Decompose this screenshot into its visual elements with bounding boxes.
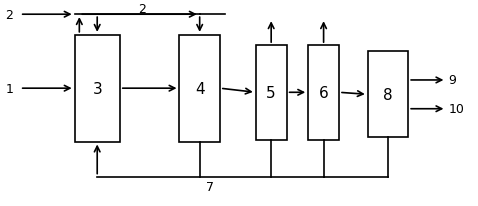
Text: 10: 10 <box>449 103 465 116</box>
Bar <box>256 46 287 140</box>
Text: 6: 6 <box>319 85 328 100</box>
Text: 5: 5 <box>266 85 276 100</box>
Text: 2: 2 <box>138 2 146 15</box>
Bar <box>179 36 220 142</box>
Bar <box>75 36 120 142</box>
Text: 2: 2 <box>5 9 13 22</box>
Text: 4: 4 <box>195 81 205 96</box>
Bar <box>368 52 408 138</box>
Text: 8: 8 <box>383 87 393 102</box>
Bar <box>308 46 339 140</box>
Text: 3: 3 <box>92 81 102 96</box>
Text: 7: 7 <box>206 180 215 193</box>
Text: 1: 1 <box>5 82 13 95</box>
Text: 9: 9 <box>449 74 456 87</box>
